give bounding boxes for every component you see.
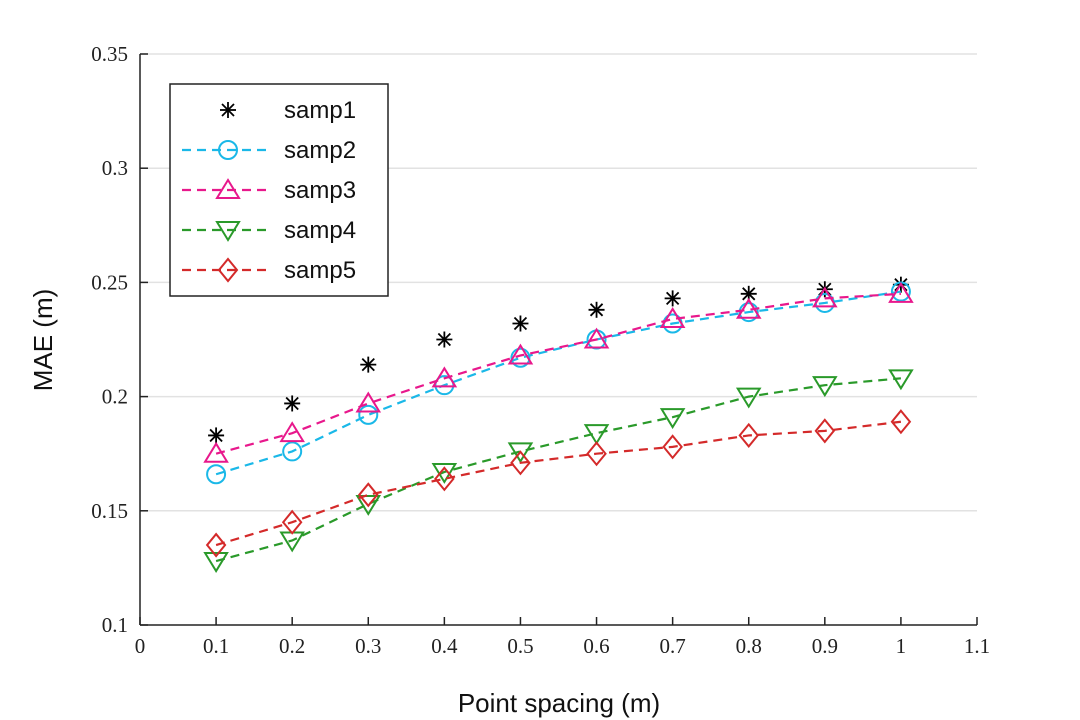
data-point-samp1	[512, 315, 529, 332]
data-point-samp5	[890, 409, 912, 435]
data-point-samp2	[358, 404, 379, 425]
data-point-samp3	[507, 343, 534, 365]
legend-marker	[215, 221, 241, 242]
x-tick-label: 1.1	[964, 634, 990, 658]
data-point-samp3	[583, 327, 610, 349]
data-point-samp1	[664, 290, 681, 307]
legend-item-samp1: samp1	[220, 97, 356, 124]
data-point-samp4	[507, 442, 534, 464]
data-point-samp1	[436, 331, 453, 348]
data-point-samp5	[662, 434, 683, 460]
legend-label: samp3	[284, 177, 356, 204]
data-point-samp3	[659, 307, 686, 328]
y-tick-label: 0.1	[102, 613, 128, 637]
series-samp5	[205, 409, 912, 558]
axes	[139, 53, 978, 626]
data-point-samp5	[205, 532, 227, 558]
legend-label: samp1	[284, 97, 356, 124]
legend-item-samp3: samp3	[182, 177, 356, 204]
legend-marker	[218, 140, 238, 160]
x-tick-label: 0.2	[279, 634, 305, 658]
legend-label: samp5	[284, 257, 356, 284]
data-point-samp3	[812, 286, 838, 308]
data-point-samp3	[431, 366, 458, 388]
legend-label: samp4	[284, 217, 356, 244]
data-point-samp4	[659, 408, 686, 430]
data-point-samp4	[888, 369, 914, 391]
x-tick-label: 0.5	[507, 634, 533, 658]
x-tick-label: 0.6	[583, 634, 609, 658]
series-line-samp3	[215, 292, 901, 455]
series-samp3	[203, 281, 914, 463]
data-point-samp4	[355, 494, 382, 516]
data-point-samp1	[208, 427, 225, 444]
y-tick-label: 0.15	[91, 499, 128, 523]
data-point-samp5	[281, 509, 303, 535]
series-line-samp4	[215, 377, 902, 563]
tick-labels: 0.1 0.15 0.2 0.25 0.3 0.35 0 0.1 0.2 0.3 0.4 0.5 0.6…	[91, 42, 990, 658]
data-point-samp4	[812, 376, 838, 398]
legend-item-samp2: samp2	[182, 137, 356, 164]
x-tick-label: 0.3	[355, 634, 381, 658]
data-point-samp5	[586, 441, 607, 467]
legend-label: samp2	[284, 137, 356, 164]
data-point-samp3	[279, 421, 305, 443]
x-tick-label: 0	[135, 634, 146, 658]
data-point-samp1	[284, 395, 301, 412]
series-samp2	[206, 281, 911, 485]
data-point-samp2	[282, 441, 303, 462]
legend-marker	[215, 178, 241, 199]
x-tick-label: 0.7	[660, 634, 686, 658]
data-point-samp2	[434, 375, 455, 396]
x-tick-label: 0.8	[736, 634, 762, 658]
y-tick-label: 0.25	[91, 270, 128, 294]
y-tick-label: 0.3	[102, 156, 128, 180]
legend-box	[169, 83, 389, 297]
legend-marker	[217, 257, 239, 283]
data-point-samp1	[588, 301, 605, 318]
data-point-samp3	[888, 281, 914, 303]
data-point-samp2	[738, 302, 759, 323]
x-axis-title: Point spacing (m)	[458, 688, 660, 718]
data-point-samp4	[583, 424, 610, 446]
y-axis-title: MAE (m)	[28, 289, 58, 392]
x-tick-label: 0.4	[431, 634, 458, 658]
data-point-samp3	[355, 391, 382, 413]
data-point-samp2	[510, 347, 531, 368]
data-point-samp3	[203, 441, 229, 463]
x-tick-label: 1	[896, 634, 907, 658]
data-point-samp3	[735, 297, 762, 319]
data-point-samp5	[738, 422, 760, 449]
legend-item-samp5: samp5	[182, 257, 356, 284]
series-line-samp2	[215, 290, 902, 476]
data-point-samp2	[206, 464, 227, 485]
plot-area	[203, 276, 914, 573]
data-point-samp1	[360, 356, 377, 373]
legend: samp1 samp2 samp3 samp4 samp5	[169, 83, 389, 297]
data-point-samp5	[434, 466, 455, 492]
series-samp4	[203, 369, 914, 573]
data-point-samp5	[357, 482, 379, 508]
data-point-samp5	[510, 450, 531, 476]
legend-marker	[220, 102, 236, 118]
data-point-samp4	[735, 387, 762, 409]
series-samp1	[208, 276, 909, 444]
x-tick-label: 0.1	[203, 634, 229, 658]
data-point-samp5	[814, 418, 836, 444]
x-tick-label: 0.9	[812, 634, 838, 658]
y-tick-label: 0.35	[91, 42, 128, 66]
legend-item-samp4: samp4	[182, 217, 356, 244]
y-tick-label: 0.2	[102, 385, 128, 409]
data-point-samp4	[203, 552, 229, 573]
